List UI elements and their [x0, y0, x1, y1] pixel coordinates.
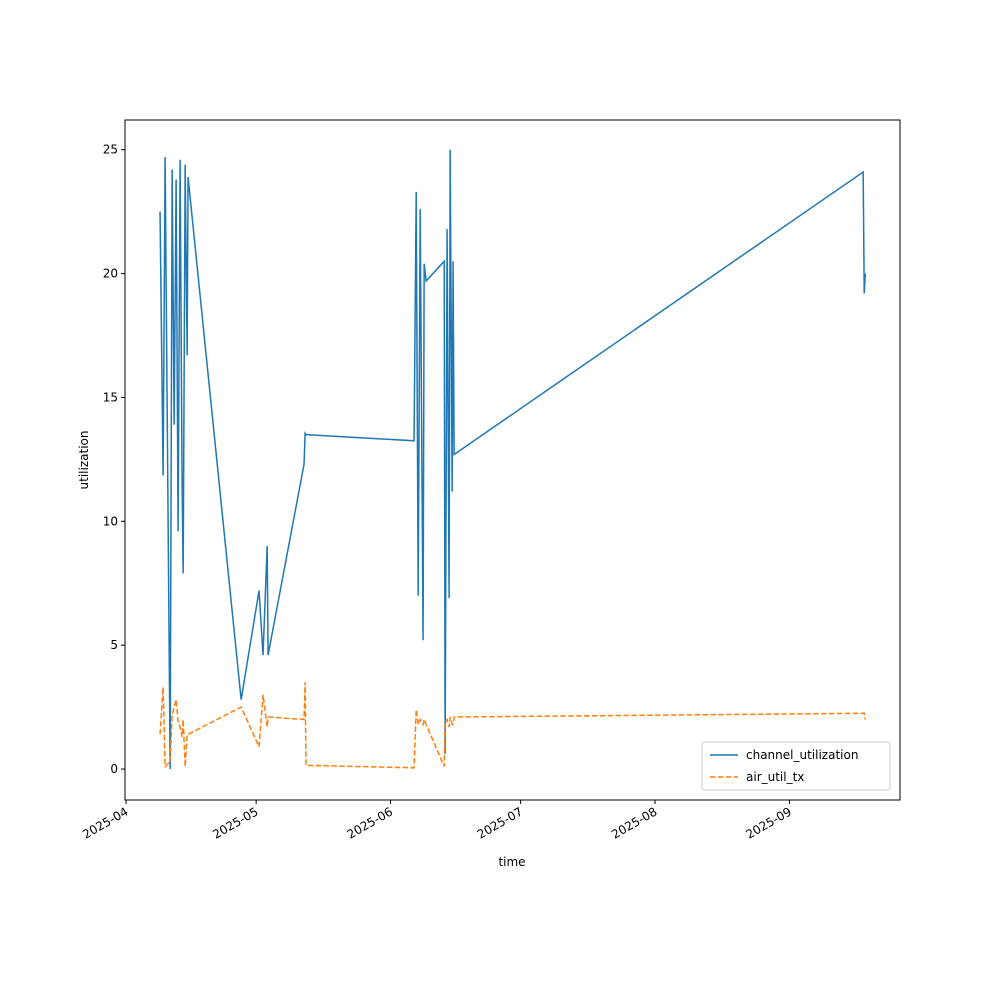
y-tick-label: 15: [103, 390, 118, 404]
y-tick-label: 0: [110, 762, 118, 776]
legend: channel_utilization air_util_tx: [701, 741, 891, 791]
line-series: [159, 149, 867, 770]
y-tick-label: 20: [103, 267, 118, 281]
legend-label: air_util_tx: [746, 770, 804, 784]
legend-label: channel_utilization: [746, 748, 858, 762]
x-tick-label: 2025-05: [210, 804, 260, 841]
x-tick-label: 2025-07: [475, 804, 525, 841]
x-tick-label: 2025-09: [744, 804, 794, 841]
y-tick-label: 5: [110, 638, 118, 652]
x-tick-label: 2025-08: [609, 804, 659, 841]
x-axis-label: time: [498, 855, 525, 869]
y-axis-label: utilization: [77, 431, 91, 490]
plot-frame: [124, 119, 901, 801]
x-tick-label: 2025-04: [80, 804, 130, 841]
y-tick-label: 25: [103, 143, 118, 157]
line-series: [159, 682, 867, 769]
y-tick-label: 10: [103, 514, 118, 528]
x-tick-label: 2025-06: [345, 804, 395, 841]
legend-box: [701, 741, 891, 791]
